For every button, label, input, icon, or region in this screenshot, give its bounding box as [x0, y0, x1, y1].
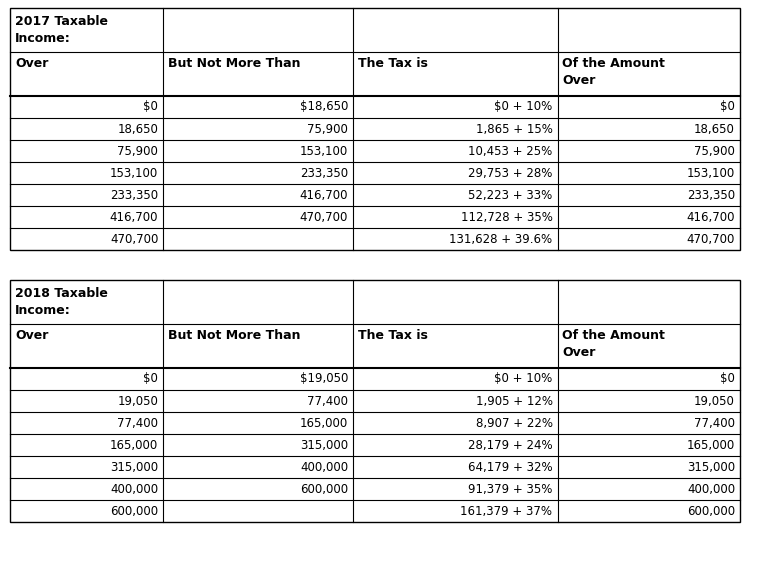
Text: 400,000: 400,000: [110, 482, 158, 496]
Text: 416,700: 416,700: [110, 210, 158, 223]
Text: 77,400: 77,400: [694, 417, 735, 430]
Text: $19,050: $19,050: [300, 373, 348, 386]
Text: 75,900: 75,900: [307, 122, 348, 135]
Text: 10,453 + 25%: 10,453 + 25%: [468, 145, 552, 158]
Text: 233,350: 233,350: [300, 166, 348, 179]
Text: 91,379 + 35%: 91,379 + 35%: [468, 482, 552, 496]
Bar: [10, 280, 740, 522]
Text: $0: $0: [720, 101, 735, 114]
Text: $0 + 10%: $0 + 10%: [495, 373, 552, 386]
Text: 600,000: 600,000: [110, 505, 158, 517]
Text: 470,700: 470,700: [300, 210, 348, 223]
Text: 18,650: 18,650: [694, 122, 735, 135]
Text: But Not More Than: But Not More Than: [168, 57, 301, 70]
Text: 18,650: 18,650: [118, 122, 158, 135]
Text: 165,000: 165,000: [300, 417, 348, 430]
Text: $0 + 10%: $0 + 10%: [495, 101, 552, 114]
Text: 29,753 + 28%: 29,753 + 28%: [468, 166, 552, 179]
Text: 315,000: 315,000: [110, 461, 158, 473]
Text: $0: $0: [720, 373, 735, 386]
Text: 153,100: 153,100: [110, 166, 158, 179]
Text: 165,000: 165,000: [687, 438, 735, 451]
Text: 600,000: 600,000: [300, 482, 348, 496]
Text: $0: $0: [144, 373, 158, 386]
Text: 75,900: 75,900: [694, 145, 735, 158]
Text: $0: $0: [144, 101, 158, 114]
Text: 77,400: 77,400: [118, 417, 158, 430]
Text: Over: Over: [15, 57, 48, 70]
Text: 400,000: 400,000: [300, 461, 348, 473]
Text: $18,650: $18,650: [300, 101, 348, 114]
Text: 64,179 + 32%: 64,179 + 32%: [468, 461, 552, 473]
Text: Of the Amount
Over: Of the Amount Over: [562, 57, 665, 87]
Text: 1,905 + 12%: 1,905 + 12%: [475, 394, 552, 407]
Text: 233,350: 233,350: [110, 189, 158, 202]
Text: 470,700: 470,700: [110, 233, 158, 246]
Text: 19,050: 19,050: [694, 394, 735, 407]
Text: 600,000: 600,000: [687, 505, 735, 517]
Text: 75,900: 75,900: [118, 145, 158, 158]
Text: 19,050: 19,050: [118, 394, 158, 407]
Text: 161,379 + 37%: 161,379 + 37%: [461, 505, 552, 517]
Text: 77,400: 77,400: [307, 394, 348, 407]
Text: 2017 Taxable
Income:: 2017 Taxable Income:: [15, 15, 108, 45]
Text: But Not More Than: But Not More Than: [168, 329, 301, 342]
Text: 112,728 + 35%: 112,728 + 35%: [461, 210, 552, 223]
Text: 1,865 + 15%: 1,865 + 15%: [475, 122, 552, 135]
Text: 165,000: 165,000: [110, 438, 158, 451]
Text: 470,700: 470,700: [687, 233, 735, 246]
Text: Of the Amount
Over: Of the Amount Over: [562, 329, 665, 359]
Text: 131,628 + 39.6%: 131,628 + 39.6%: [449, 233, 552, 246]
Text: 233,350: 233,350: [687, 189, 735, 202]
Text: The Tax is: The Tax is: [358, 329, 428, 342]
Text: The Tax is: The Tax is: [358, 57, 428, 70]
Text: 8,907 + 22%: 8,907 + 22%: [475, 417, 552, 430]
Text: 315,000: 315,000: [687, 461, 735, 473]
Text: 416,700: 416,700: [300, 189, 348, 202]
Text: 2018 Taxable
Income:: 2018 Taxable Income:: [15, 287, 108, 316]
Text: Over: Over: [15, 329, 48, 342]
Text: 315,000: 315,000: [300, 438, 348, 451]
Text: 52,223 + 33%: 52,223 + 33%: [468, 189, 552, 202]
Text: 416,700: 416,700: [687, 210, 735, 223]
Text: 28,179 + 24%: 28,179 + 24%: [468, 438, 552, 451]
Bar: [10, 8, 740, 250]
Text: 153,100: 153,100: [687, 166, 735, 179]
Text: 400,000: 400,000: [687, 482, 735, 496]
Text: 153,100: 153,100: [300, 145, 348, 158]
